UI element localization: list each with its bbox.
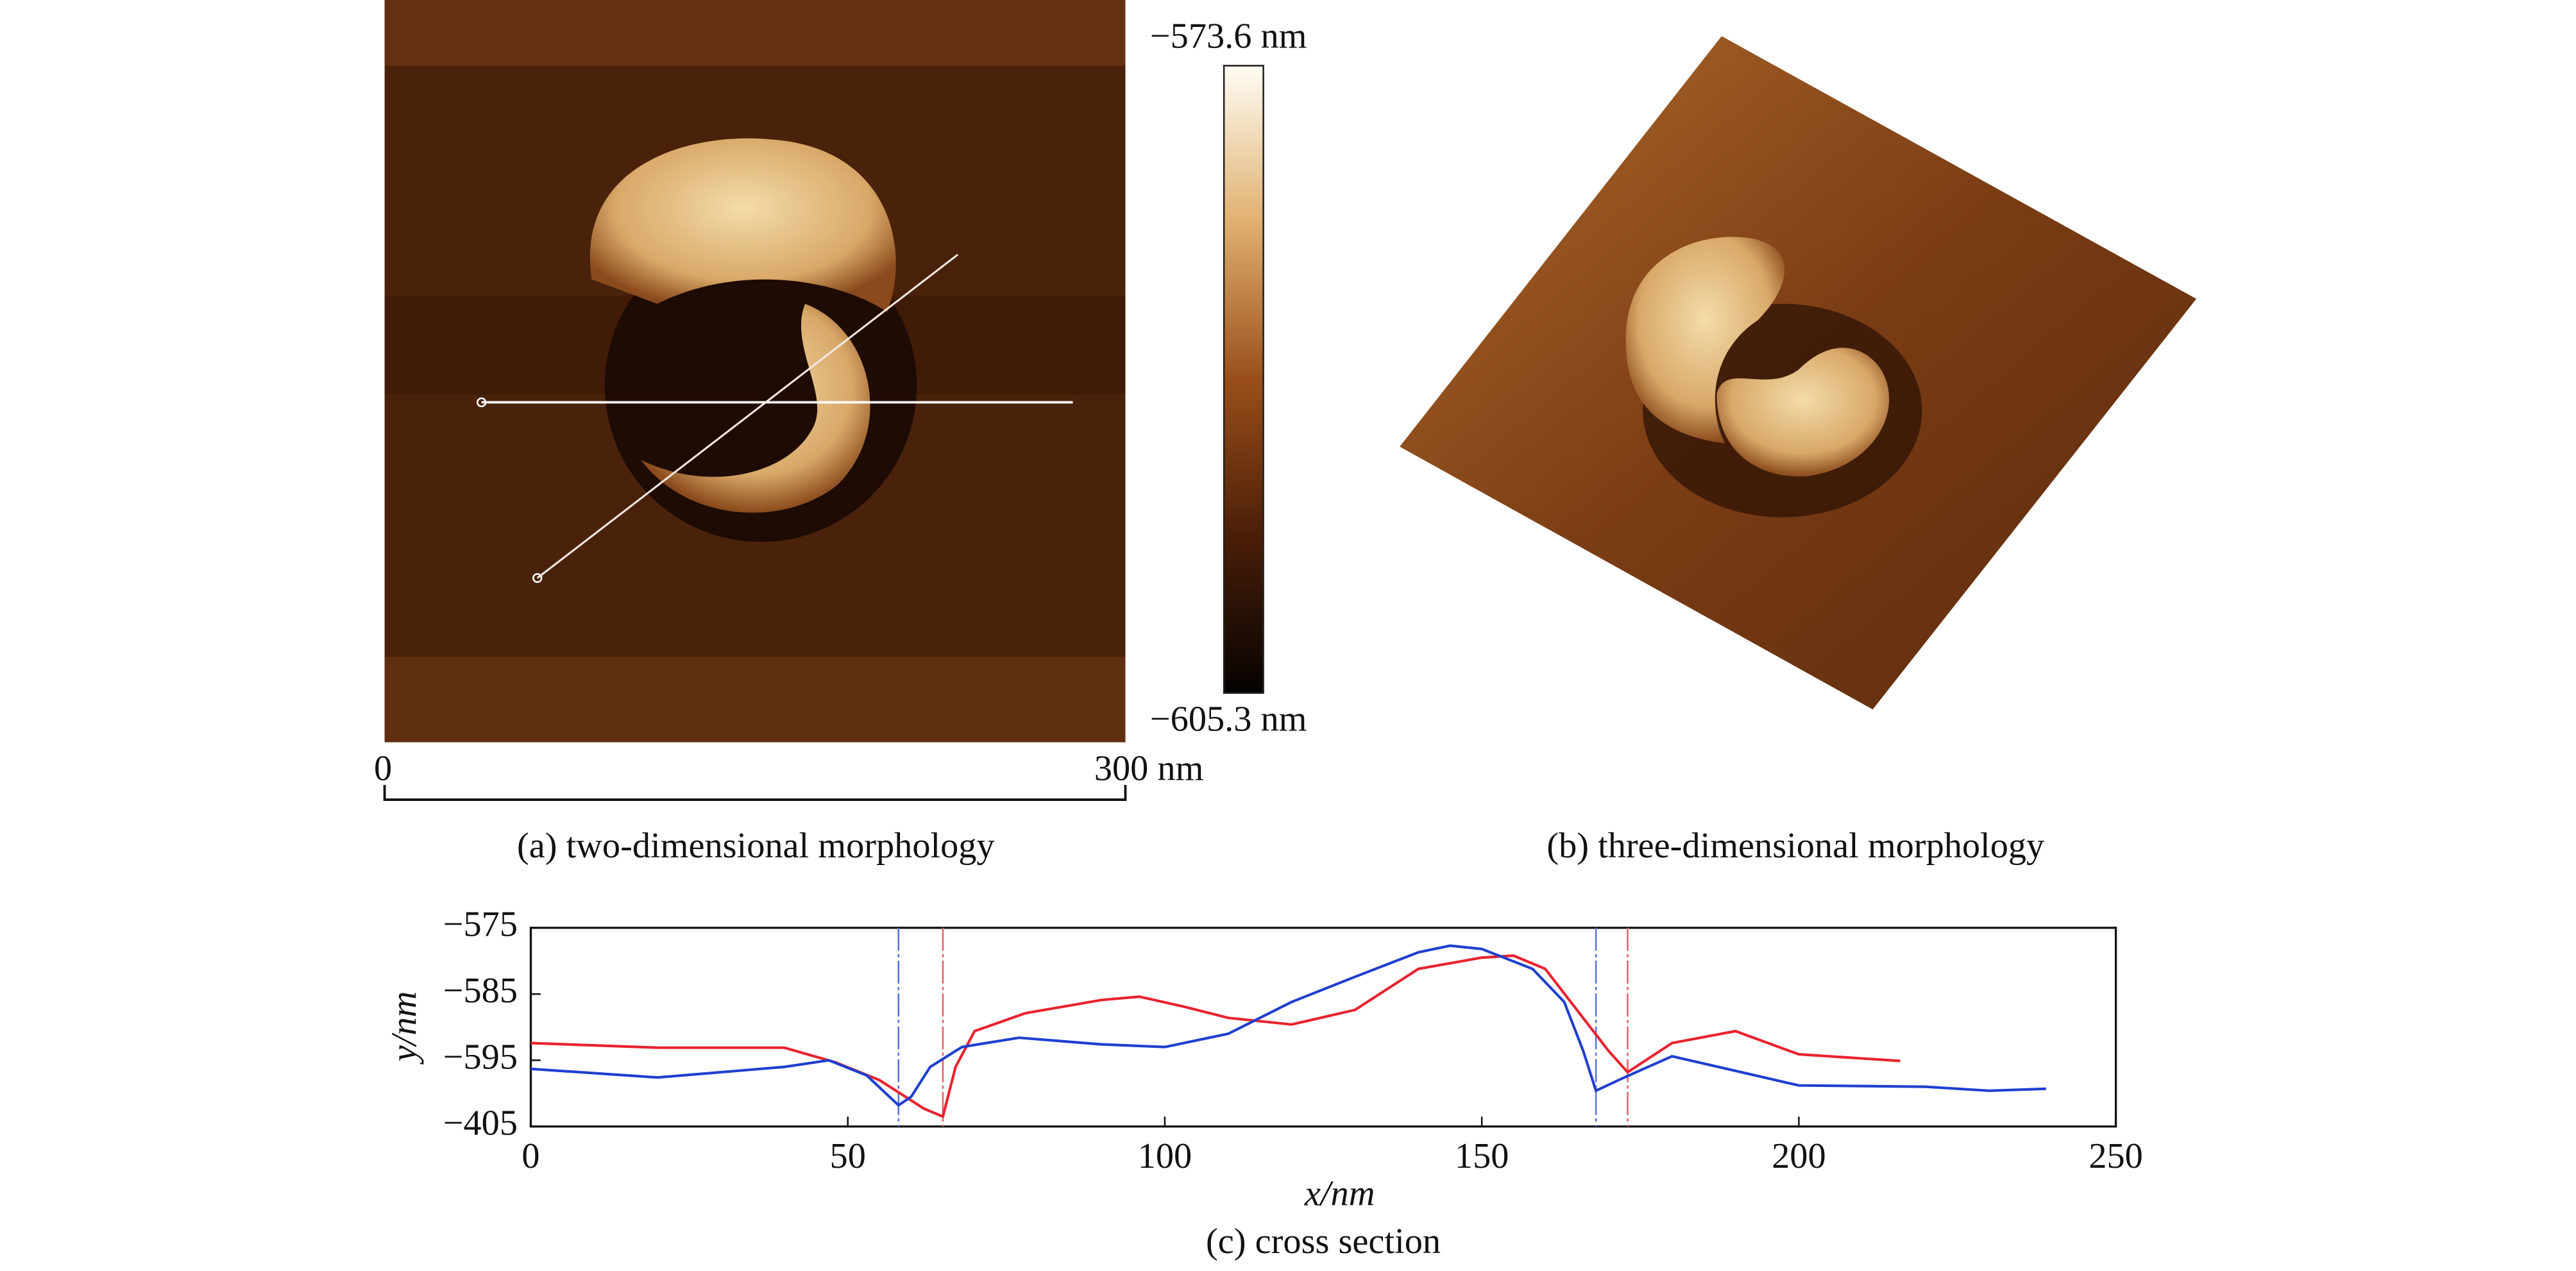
x-tick-label: 0	[521, 1136, 539, 1176]
colorbar	[1223, 65, 1264, 694]
scale-bar	[383, 785, 1127, 801]
afm-2d-image	[384, 0, 1126, 743]
colorbar-min: −605.3 nm	[1150, 700, 1307, 739]
colorbar-max: −573.6 nm	[1150, 16, 1307, 56]
caption-c: (c) cross section	[1206, 1222, 1441, 1261]
x-tick-label: 200	[1772, 1136, 1826, 1176]
series-line	[530, 954, 1901, 1118]
scale-start: 0	[374, 748, 392, 788]
plot-frame	[529, 927, 2117, 1128]
series-line	[530, 944, 2046, 1107]
y-tick-label: −595	[443, 1037, 518, 1077]
x-tick-label: 250	[2089, 1136, 2143, 1176]
x-tick-label: 150	[1455, 1136, 1509, 1176]
afm-3d-image	[1400, 36, 2197, 710]
x-tick-label: 50	[830, 1136, 866, 1176]
x-tick-label: 100	[1138, 1136, 1192, 1176]
y-tick-label: −575	[443, 905, 518, 945]
caption-a: (a) two-dimensional morphology	[517, 826, 995, 866]
y-tick-label: −585	[443, 971, 518, 1011]
scale-end: 300 nm	[1094, 748, 1204, 788]
y-axis-label: y/nm	[384, 991, 424, 1065]
y-tick-label: −405	[443, 1104, 518, 1143]
caption-b: (b) three-dimensional morphology	[1546, 826, 2044, 866]
x-axis-label: x/nm	[1304, 1174, 1375, 1214]
